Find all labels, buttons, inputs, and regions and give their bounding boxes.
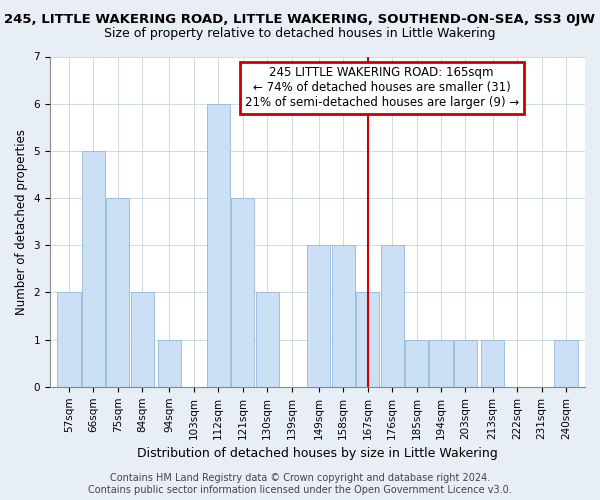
Bar xyxy=(256,292,279,387)
Bar xyxy=(158,340,181,387)
Text: 245, LITTLE WAKERING ROAD, LITTLE WAKERING, SOUTHEND-ON-SEA, SS3 0JW: 245, LITTLE WAKERING ROAD, LITTLE WAKERI… xyxy=(5,12,595,26)
Bar xyxy=(231,198,254,387)
Bar xyxy=(454,340,477,387)
Bar xyxy=(405,340,428,387)
Text: Size of property relative to detached houses in Little Wakering: Size of property relative to detached ho… xyxy=(104,28,496,40)
Bar xyxy=(430,340,452,387)
X-axis label: Distribution of detached houses by size in Little Wakering: Distribution of detached houses by size … xyxy=(137,447,498,460)
Bar xyxy=(481,340,504,387)
Bar xyxy=(82,151,105,387)
Bar xyxy=(307,246,331,387)
Bar xyxy=(206,104,230,387)
Bar xyxy=(356,292,379,387)
Bar xyxy=(380,246,404,387)
Bar xyxy=(131,292,154,387)
Bar xyxy=(106,198,130,387)
Y-axis label: Number of detached properties: Number of detached properties xyxy=(15,128,28,314)
Text: 245 LITTLE WAKERING ROAD: 165sqm
← 74% of detached houses are smaller (31)
21% o: 245 LITTLE WAKERING ROAD: 165sqm ← 74% o… xyxy=(245,66,519,110)
Text: Contains HM Land Registry data © Crown copyright and database right 2024.
Contai: Contains HM Land Registry data © Crown c… xyxy=(88,474,512,495)
Bar xyxy=(58,292,80,387)
Bar xyxy=(332,246,355,387)
Bar xyxy=(554,340,578,387)
